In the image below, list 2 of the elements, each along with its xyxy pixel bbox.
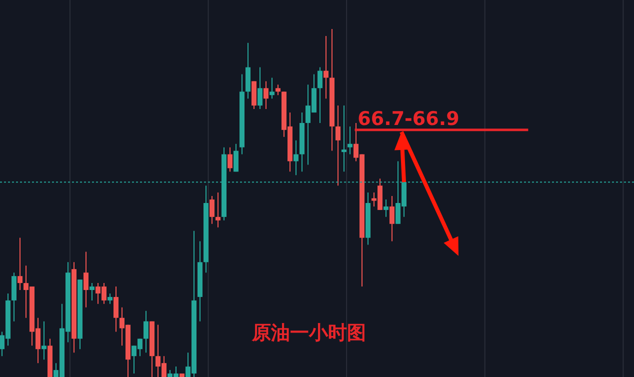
annotation: 原油一小时图 <box>252 322 366 344</box>
annotation: 66.7-66.9 <box>358 108 460 130</box>
